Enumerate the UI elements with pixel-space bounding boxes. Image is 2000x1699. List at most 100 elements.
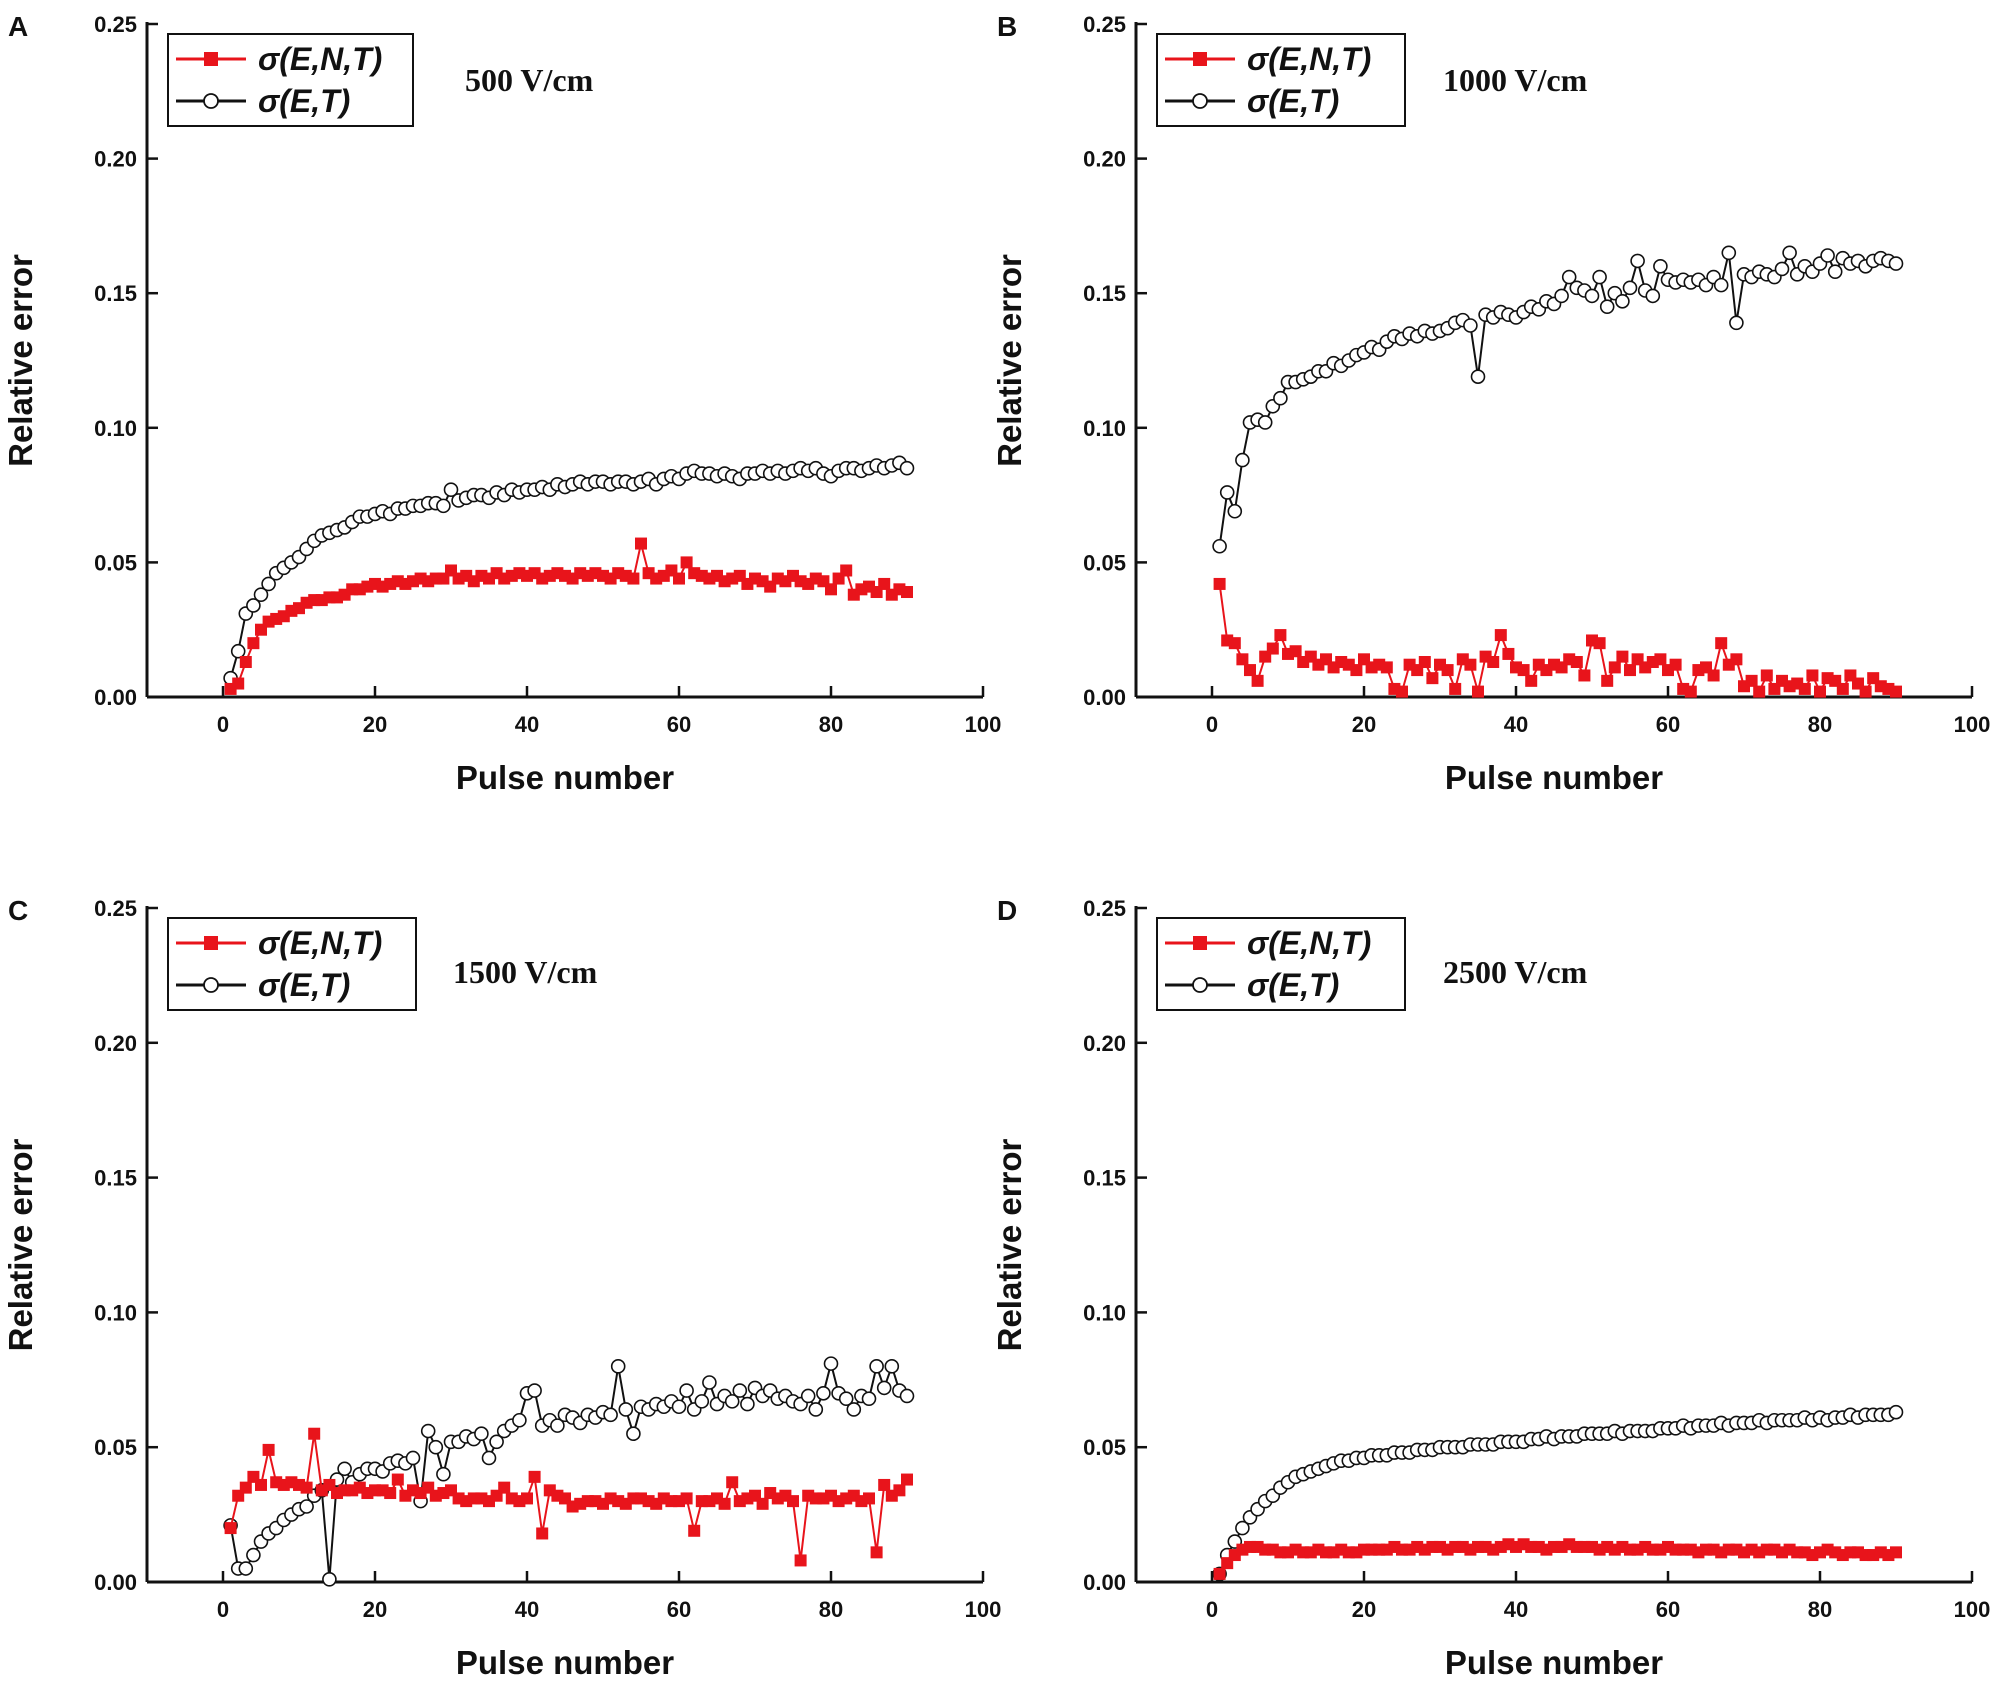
data-point-square bbox=[1228, 637, 1241, 650]
x-tick-label: 20 bbox=[1352, 1597, 1376, 1622]
data-point-circle bbox=[527, 1383, 542, 1398]
data-point-circle bbox=[1273, 390, 1288, 406]
legend-label: σ(E,T) bbox=[1247, 967, 1339, 1003]
x-tick-label: 20 bbox=[363, 712, 387, 737]
data-point-circle bbox=[800, 1388, 816, 1404]
data-point-circle bbox=[1653, 258, 1668, 274]
data-point-square bbox=[384, 1487, 397, 1500]
x-axis-title: Pulse number bbox=[456, 759, 674, 796]
panel-letter: C bbox=[8, 895, 28, 926]
panel-d: D 0.00 0.05 0.10 0.15 0.20 0.25 0 20 40 60 80 100 Pul… bbox=[991, 895, 1990, 1681]
series-line bbox=[230, 543, 908, 690]
y-tick-label: 0.25 bbox=[94, 896, 137, 921]
data-point-circle bbox=[610, 1359, 626, 1374]
y-tick-label: 0.20 bbox=[94, 1031, 137, 1056]
x-tick-label: 0 bbox=[1206, 712, 1218, 737]
y-axis-title: Relative error bbox=[991, 1138, 1028, 1351]
series-sigma-ent bbox=[224, 1427, 913, 1567]
data-point-square bbox=[239, 1481, 252, 1494]
x-axis-title: Pulse number bbox=[456, 1644, 674, 1681]
y-axis-title: Relative error bbox=[2, 254, 39, 467]
x-tick-label: 80 bbox=[1808, 1597, 1832, 1622]
data-point-circle bbox=[1584, 288, 1600, 304]
data-point-square bbox=[1601, 674, 1614, 687]
legend-box bbox=[167, 917, 417, 1011]
legend-marker-circle bbox=[1192, 93, 1208, 109]
data-point-circle bbox=[238, 1561, 254, 1576]
data-point-square bbox=[1236, 653, 1249, 666]
data-point-square bbox=[1274, 629, 1287, 642]
data-point-circle bbox=[1888, 256, 1904, 271]
y-tick-label: 0.05 bbox=[94, 550, 137, 575]
y-tick-label: 0.00 bbox=[1083, 685, 1126, 710]
data-point-square bbox=[1760, 669, 1773, 682]
data-point-circle bbox=[876, 1380, 892, 1396]
data-point-circle bbox=[603, 1407, 618, 1423]
data-point-circle bbox=[808, 1402, 824, 1417]
field-strength-annotation: 1000 V/cm bbox=[1443, 62, 1588, 98]
y-tick-label: 0.05 bbox=[1083, 550, 1126, 575]
data-point-square bbox=[1624, 664, 1636, 677]
data-point-square bbox=[498, 1481, 511, 1494]
data-point-square bbox=[308, 1427, 321, 1440]
data-point-square bbox=[1350, 664, 1363, 677]
data-point-square bbox=[1418, 656, 1431, 669]
series-line bbox=[1218, 583, 1897, 694]
data-point-square bbox=[1814, 685, 1826, 698]
field-strength-annotation: 500 V/cm bbox=[465, 62, 594, 98]
y-tick-label: 0.10 bbox=[1083, 416, 1126, 441]
legend: σ(E,N,T) σ(E,T) bbox=[1156, 33, 1406, 127]
legend-label: σ(E,T) bbox=[258, 967, 350, 1003]
legend-marker-square bbox=[1193, 936, 1207, 950]
data-point-square bbox=[528, 1470, 541, 1483]
panel-b: B 0.00 0.05 0.10 0.15 0.20 0.25 0 20 40 60 80 100 Pul… bbox=[991, 11, 1990, 796]
y-axis-title: Relative error bbox=[991, 254, 1028, 467]
y-tick-label: 0.15 bbox=[94, 1166, 137, 1191]
x-tick-label: 80 bbox=[1808, 712, 1832, 737]
data-point-circle bbox=[1888, 1404, 1904, 1420]
data-point-square bbox=[1806, 669, 1819, 682]
y-tick-label: 0.20 bbox=[94, 147, 137, 172]
data-point-square bbox=[1616, 650, 1629, 663]
data-point-square bbox=[1578, 669, 1591, 682]
y-tick-label: 0.10 bbox=[94, 416, 137, 441]
series-sigma-ent bbox=[1213, 1538, 1902, 1580]
y-tick-label: 0.00 bbox=[94, 685, 137, 710]
data-point-circle bbox=[1235, 1520, 1250, 1536]
series-sigma-et bbox=[1212, 1404, 1904, 1582]
data-point-circle bbox=[1622, 280, 1638, 296]
data-point-square bbox=[1730, 653, 1743, 666]
data-point-square bbox=[863, 1492, 875, 1505]
data-point-circle bbox=[618, 1402, 634, 1417]
data-point-square bbox=[878, 1478, 891, 1491]
x-axis-title: Pulse number bbox=[1445, 759, 1663, 796]
data-point-square bbox=[1380, 661, 1393, 674]
data-point-circle bbox=[1463, 318, 1478, 333]
legend-marker-square bbox=[204, 52, 218, 66]
data-point-square bbox=[300, 1481, 313, 1494]
x-tick-label: 80 bbox=[819, 712, 843, 737]
data-point-square bbox=[1517, 664, 1530, 677]
data-point-circle bbox=[1561, 269, 1577, 285]
x-tick-label: 100 bbox=[965, 1597, 1002, 1622]
x-tick-label: 0 bbox=[217, 1597, 229, 1622]
y-tick-label: 0.20 bbox=[1083, 147, 1126, 172]
x-tick-label: 20 bbox=[1352, 712, 1376, 737]
data-point-square bbox=[239, 656, 252, 669]
data-point-square bbox=[893, 1484, 906, 1497]
data-point-circle bbox=[1774, 261, 1790, 277]
data-point-circle bbox=[253, 587, 269, 603]
data-point-circle bbox=[322, 1572, 337, 1587]
data-point-circle bbox=[846, 1402, 862, 1417]
data-point-square bbox=[688, 1524, 701, 1537]
data-point-circle bbox=[869, 1359, 884, 1374]
data-point-circle bbox=[261, 576, 276, 592]
x-tick-label: 100 bbox=[1954, 712, 1991, 737]
data-point-circle bbox=[337, 1461, 352, 1477]
data-point-circle bbox=[1615, 293, 1630, 309]
data-point-circle bbox=[481, 1450, 497, 1466]
legend-marker-circle bbox=[1192, 977, 1208, 993]
data-point-square bbox=[756, 1497, 769, 1510]
data-point-circle bbox=[550, 1418, 565, 1433]
